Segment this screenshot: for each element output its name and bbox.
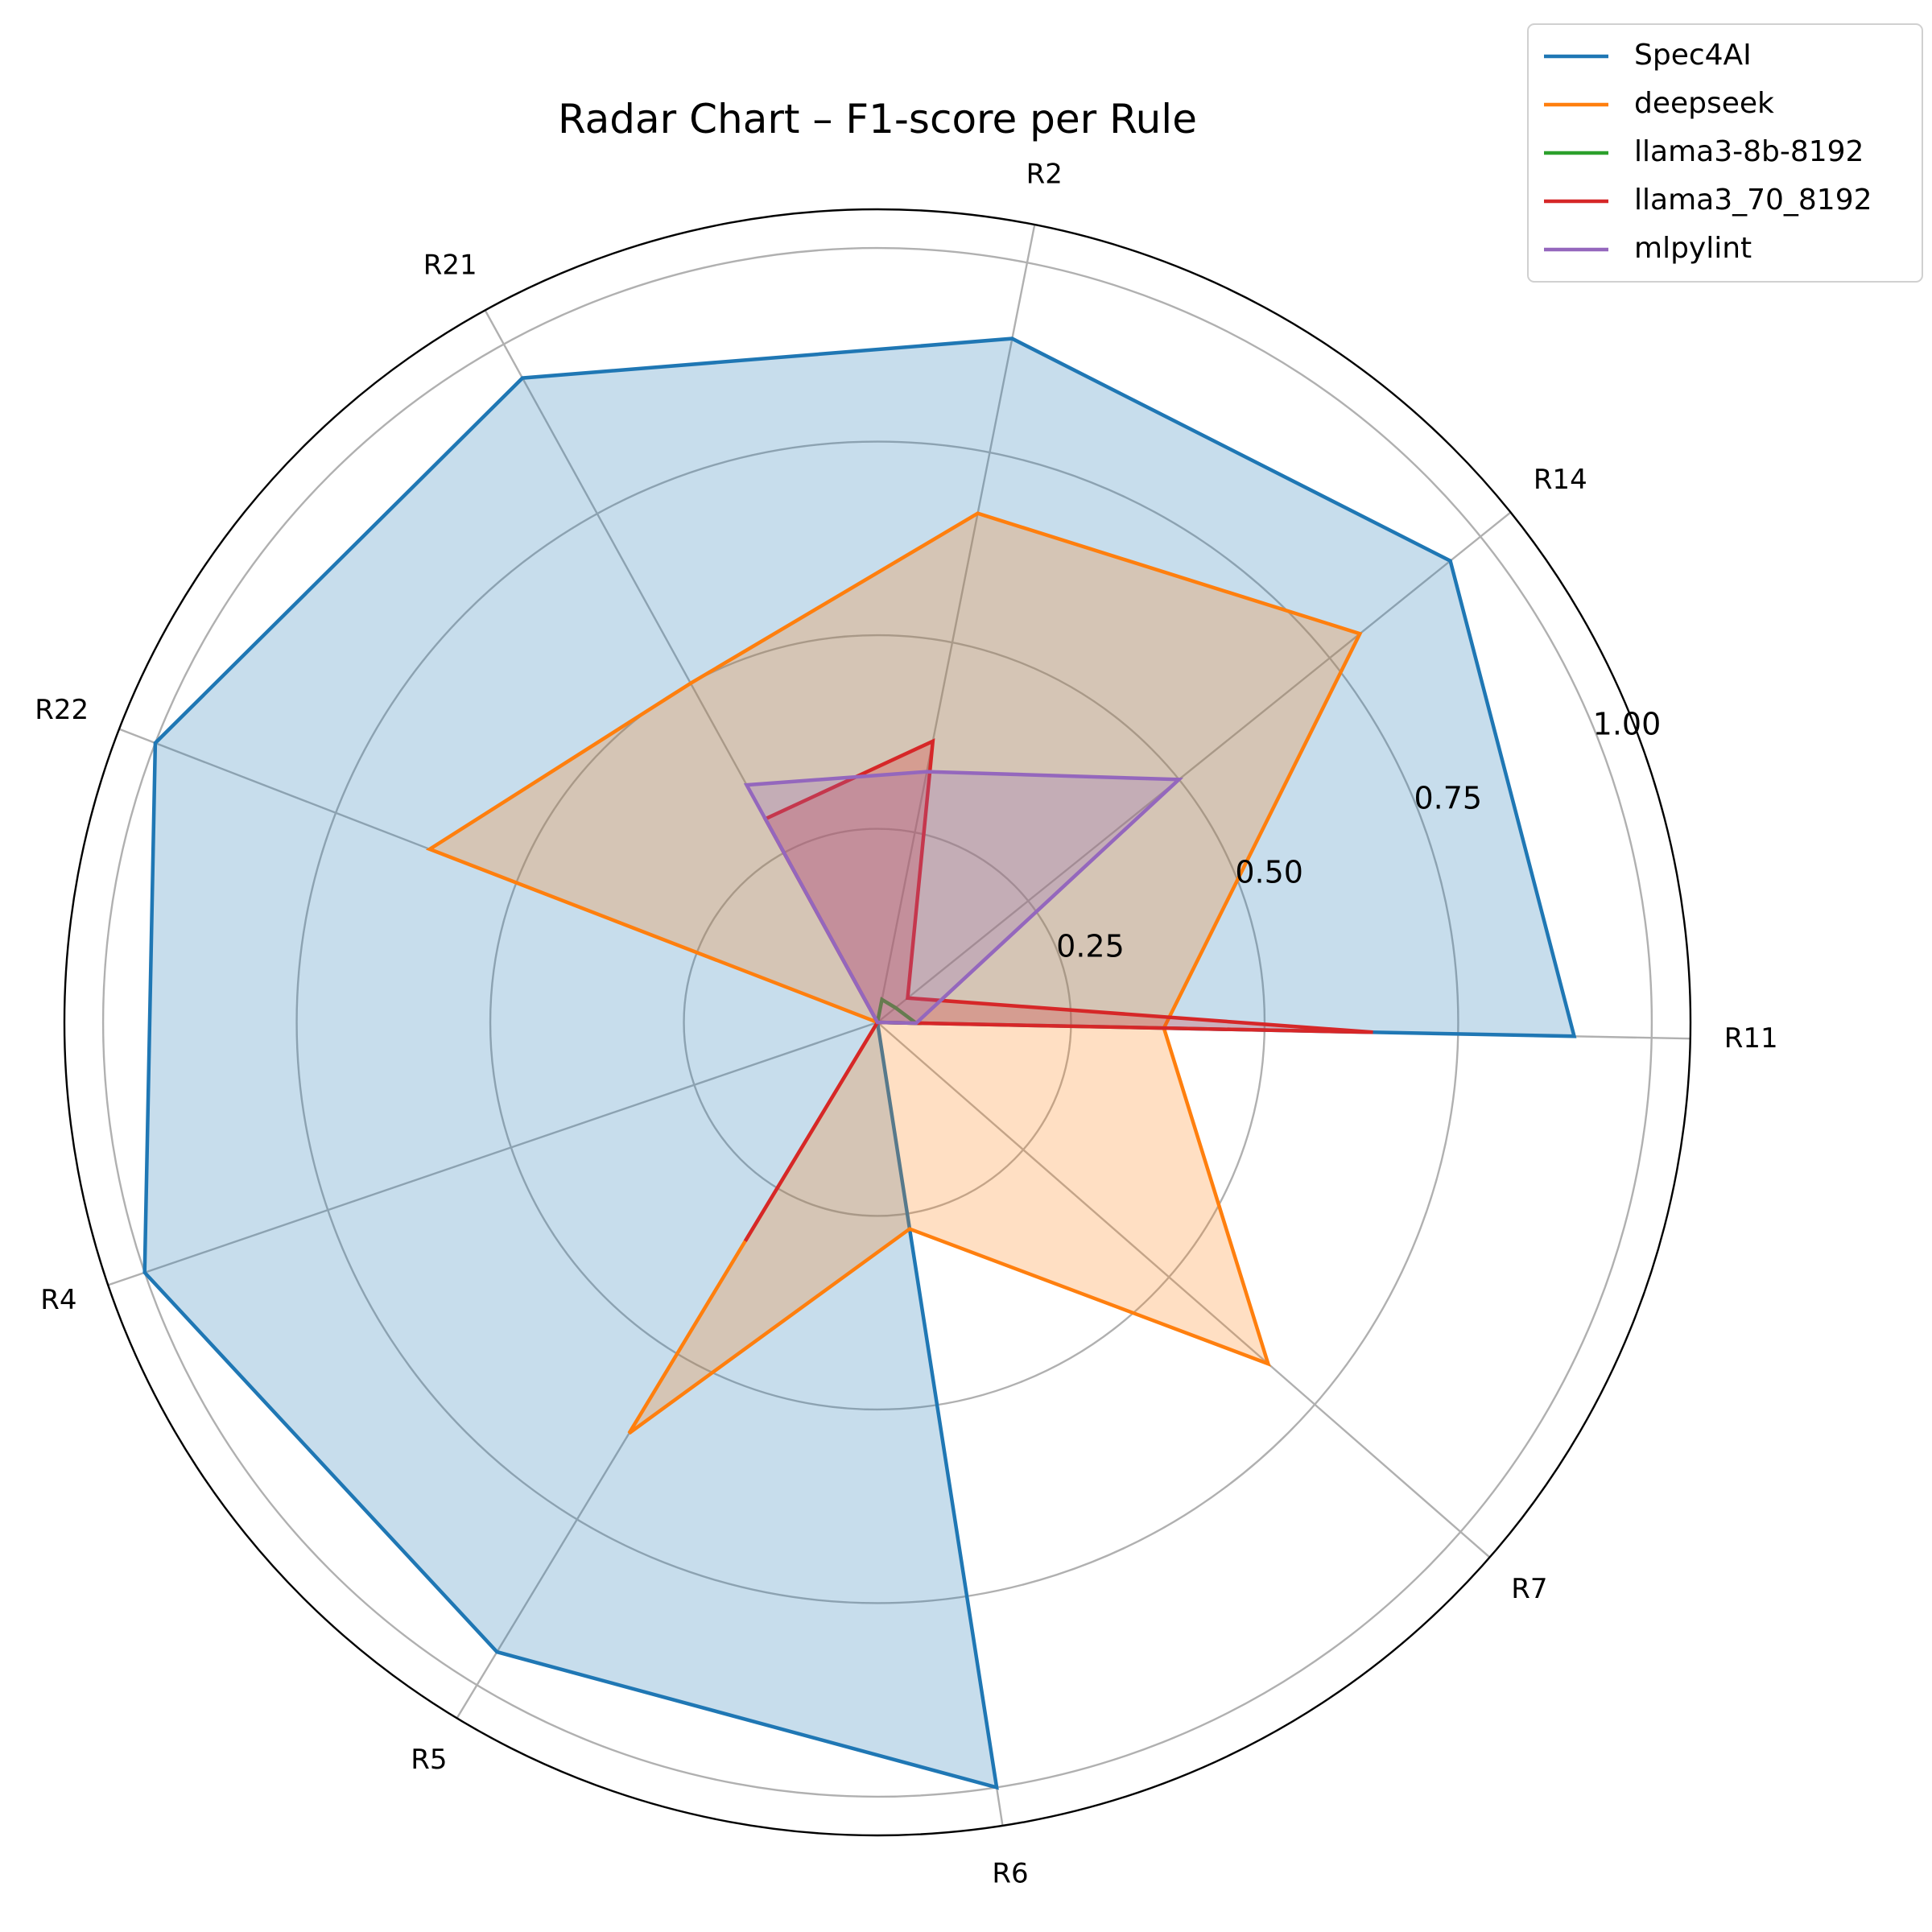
spoke-r7	[877, 1022, 1491, 1558]
legend-label: llama3-8b-8192	[1634, 135, 1864, 168]
mlpylint-line	[743, 770, 1184, 1026]
radial-tick-label: 0.50	[1235, 854, 1303, 890]
chart-title: Radar Chart – F1-score per Rule	[558, 96, 1197, 142]
grid-circle-2	[489, 634, 1266, 1411]
category-labels: R11 R14 R2 R21 R22 R4 R5 R6 R7	[35, 159, 1777, 1890]
legend-label: deepseek	[1634, 87, 1774, 120]
grid-circle-4	[101, 246, 1653, 1798]
legend-item-mlpylint[interactable]: mlpylint	[1544, 232, 1752, 265]
category-label-r2: R2	[1026, 159, 1063, 191]
category-label-r11: R11	[1724, 1022, 1778, 1055]
legend-item-deepseek[interactable]: deepseek	[1544, 87, 1774, 120]
category-label-r4: R4	[40, 1284, 76, 1316]
spoke-r14	[877, 511, 1512, 1023]
radial-tick-label: 0.25	[1056, 928, 1125, 964]
mlpylint-area	[746, 771, 1179, 1023]
legend-label: mlpylint	[1634, 232, 1752, 265]
series-mlpylint	[743, 770, 1184, 1026]
grid-circle-3	[295, 440, 1459, 1604]
radial-tick-label: 0.75	[1414, 780, 1483, 815]
spec4ai-area	[144, 338, 1575, 1788]
legend-label: llama3_70_8192	[1634, 184, 1872, 217]
radial-tick-labels: 0.25 0.50 0.75 1.00	[1056, 706, 1661, 964]
legend[interactable]: Spec4AI deepseek llama3-8b-8192 llama3_70_8…	[1527, 23, 1923, 283]
radial-tick-label: 1.00	[1593, 706, 1662, 741]
outer-frame	[63, 208, 1692, 1837]
spoke-r4	[107, 1021, 878, 1286]
category-label-r7: R7	[1511, 1573, 1547, 1605]
legend-item-llama3-8b-8192[interactable]: llama3-8b-8192	[1544, 135, 1864, 168]
grid-circle-1	[683, 828, 1072, 1217]
category-label-r14: R14	[1534, 464, 1587, 496]
deepseek-area	[429, 513, 1360, 1434]
legend-item-llama3-70-8192[interactable]: llama3_70_8192	[1544, 184, 1872, 217]
legend-frame	[1527, 23, 1923, 283]
category-label-r5: R5	[411, 1744, 447, 1776]
spec4ai-line	[142, 336, 1577, 1790]
llama3-70-8192-area	[745, 741, 1373, 1241]
deepseek-line	[425, 511, 1363, 1435]
series-spec4ai	[142, 336, 1577, 1790]
series-deepseek	[425, 511, 1363, 1435]
legend-item-spec4ai[interactable]: Spec4AI	[1544, 39, 1752, 72]
category-label-r21: R21	[423, 250, 477, 282]
legend-label: Spec4AI	[1634, 39, 1752, 72]
category-label-r22: R22	[35, 694, 89, 726]
spoke-r2	[876, 224, 1036, 1023]
category-label-r6: R6	[992, 1858, 1028, 1890]
series-layer	[142, 336, 1577, 1790]
